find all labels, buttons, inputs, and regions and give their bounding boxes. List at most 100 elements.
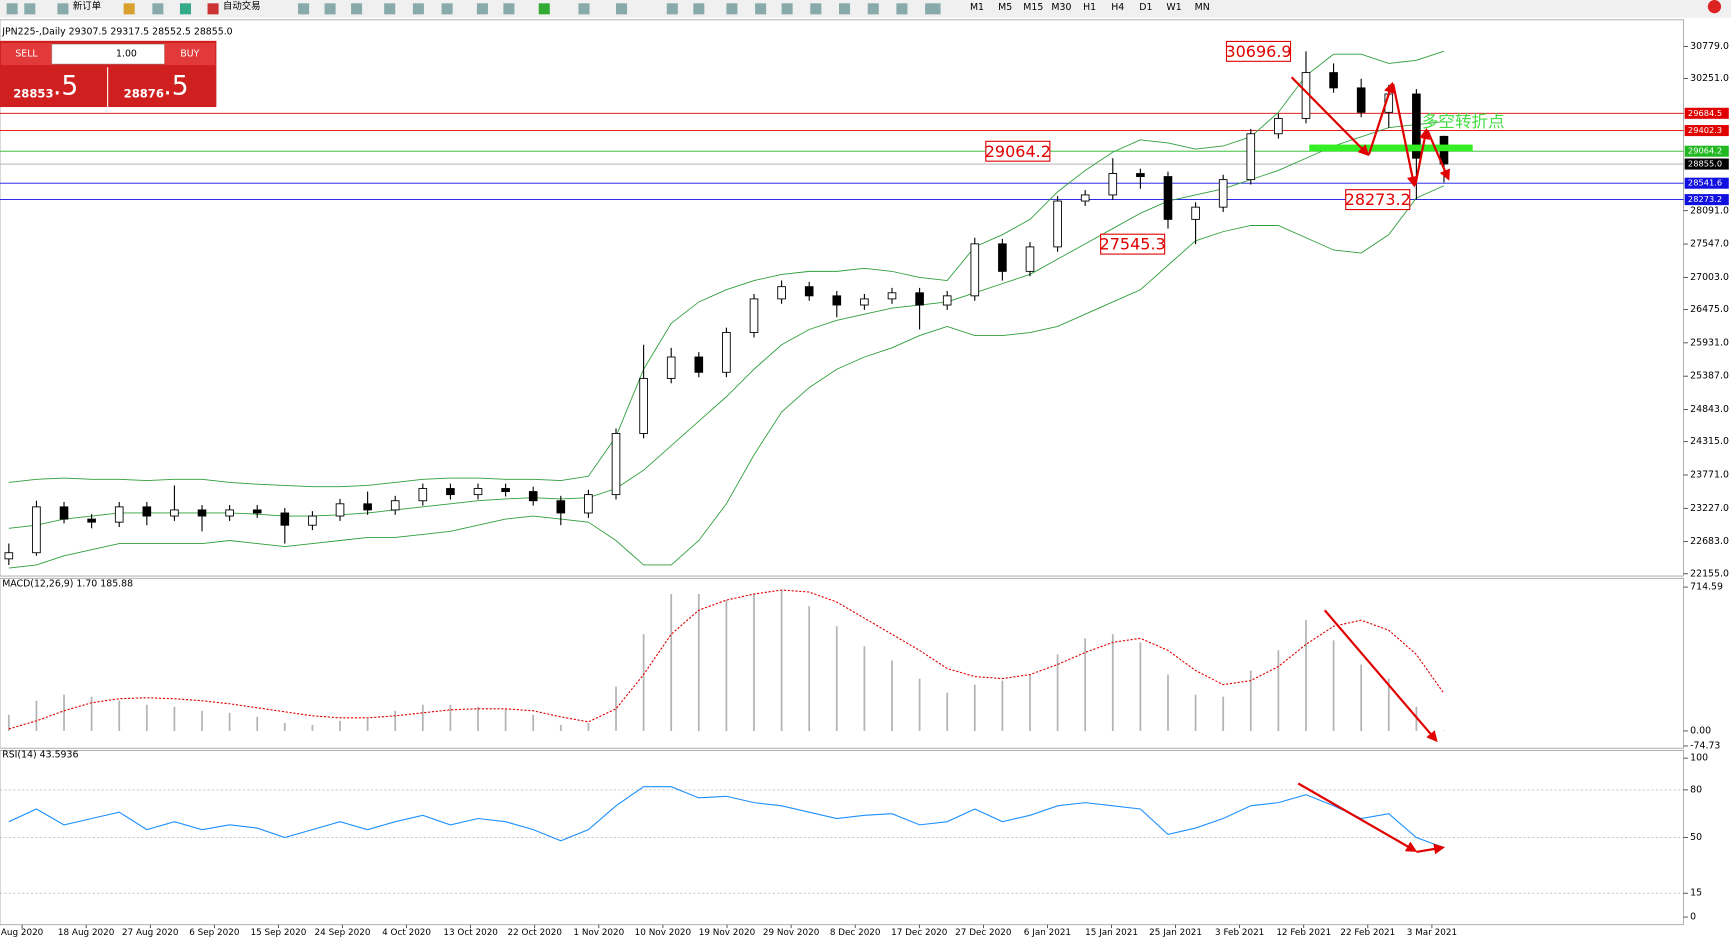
icon[interactable] (726, 3, 738, 15)
price-label: 29684.5 (1688, 108, 1722, 118)
timeframe[interactable]: D1 (1139, 2, 1152, 13)
timeframe[interactable]: W1 (1166, 2, 1181, 13)
arrow (1367, 81, 1395, 155)
candle-body (1246, 133, 1256, 181)
icon[interactable] (896, 3, 908, 15)
icon[interactable] (538, 3, 550, 15)
icon[interactable] (57, 3, 69, 15)
bollinger-upper (8, 50, 1445, 488)
candle-body (363, 503, 372, 511)
y-tick-label: 80 (1690, 784, 1702, 795)
sell-price-frac[interactable]: .5 (53, 71, 78, 102)
icon[interactable] (412, 3, 424, 15)
bollinger-lower (8, 185, 1445, 569)
x-tick-label: 15 Sep 2020 (250, 928, 306, 938)
panel-title: RSI(14) 43.5936 (2, 749, 78, 760)
icon[interactable] (839, 3, 851, 15)
icon[interactable] (476, 3, 488, 15)
y-tick-label: 27547.0 (1690, 239, 1729, 250)
icon[interactable] (810, 3, 822, 15)
icon[interactable] (6, 3, 18, 15)
timeframe[interactable]: M5 (998, 2, 1012, 13)
candle-body (942, 295, 952, 306)
alert-icon[interactable] (1707, 0, 1722, 14)
annotation: 29064.2 (985, 142, 1051, 161)
icon[interactable] (123, 3, 135, 15)
new-order[interactable]: 新订单 (73, 0, 101, 12)
icon[interactable] (503, 3, 515, 15)
candle-body (998, 243, 1007, 272)
y-tick-label: 27003.0 (1690, 272, 1729, 283)
icon[interactable] (298, 3, 310, 15)
y-tick-label: 0.00 (1690, 725, 1711, 736)
candle-body (1274, 118, 1283, 135)
timeframe[interactable]: M15 (1023, 2, 1043, 13)
icon[interactable] (207, 3, 219, 15)
x-tick-label: 15 Jan 2021 (1085, 928, 1138, 938)
icon[interactable] (867, 3, 879, 15)
icon[interactable] (324, 3, 336, 15)
icon[interactable] (384, 3, 396, 15)
y-tick-label: 24315.0 (1690, 436, 1729, 447)
timeframe[interactable]: M30 (1051, 2, 1071, 13)
lot-value[interactable]: 1.00 (116, 49, 137, 60)
y-tick-label: 30251.0 (1690, 73, 1729, 84)
icon[interactable] (152, 3, 164, 15)
macd-panel (0, 577, 1684, 749)
candle-body (887, 292, 897, 300)
callout: 多空转折点 (1422, 112, 1505, 131)
y-tick-label: 23771.0 (1690, 469, 1729, 480)
icon[interactable] (578, 3, 590, 15)
icon[interactable] (24, 3, 36, 15)
candle-body (4, 552, 14, 560)
sell-price[interactable]: 28853 (13, 86, 53, 100)
timeframe[interactable]: M1 (970, 2, 984, 13)
candle-body (528, 491, 538, 502)
timeframe[interactable]: H4 (1111, 2, 1124, 13)
x-tick-label: 6 Jan 2021 (1024, 928, 1071, 938)
buy-price-frac[interactable]: .5 (163, 71, 188, 102)
x-tick-label: 6 Sep 2020 (189, 928, 240, 938)
candle-body (501, 488, 510, 493)
candle-body (197, 509, 207, 517)
x-tick-label: 27 Aug 2020 (122, 928, 179, 938)
candle-body (722, 332, 731, 373)
y-tick-label: 30779.0 (1690, 41, 1729, 52)
icon[interactable] (666, 3, 678, 15)
buy-label[interactable]: BUY (180, 49, 199, 60)
y-tick-label: 28091.0 (1690, 205, 1729, 216)
lot-input[interactable] (51, 43, 165, 65)
x-tick-label: 17 Dec 2020 (891, 928, 948, 938)
timeframe[interactable]: MN (1195, 2, 1210, 13)
annotation-box (1100, 233, 1166, 255)
price-label: 29064.2 (1688, 146, 1722, 156)
icon[interactable] (441, 3, 453, 15)
price-label: 29402.3 (1688, 125, 1722, 135)
icon[interactable] (179, 3, 191, 15)
annotation: 27545.3 (1100, 235, 1166, 254)
y-tick-label: 22155.0 (1690, 568, 1729, 579)
auto-trading[interactable]: 自动交易 (223, 0, 261, 12)
candle-body (1108, 173, 1118, 196)
sell-label[interactable]: SELL (15, 49, 38, 60)
buy-button[interactable] (164, 43, 216, 66)
icon[interactable] (781, 3, 793, 15)
candle-body (308, 515, 317, 526)
timeframe[interactable]: H1 (1083, 2, 1096, 13)
x-tick-label: 22 Feb 2021 (1340, 928, 1395, 938)
icon[interactable] (755, 3, 767, 15)
sell-button[interactable] (1, 43, 52, 66)
candle-body (252, 509, 262, 514)
chart-layer: 30779.0 30251.0 28091.0 27547.0 27003.0 26475… (0, 27, 1729, 938)
buy-price[interactable]: 28876 (124, 86, 164, 100)
candle-body (1025, 246, 1035, 272)
icon[interactable] (925, 3, 941, 15)
icon[interactable] (693, 3, 705, 15)
price-label: 28541.6 (1688, 178, 1722, 188)
x-tick-label: 12 Feb 2021 (1276, 928, 1331, 938)
icon[interactable] (616, 3, 628, 15)
icon[interactable] (351, 3, 363, 15)
candle-body (860, 298, 869, 306)
arrow (1416, 843, 1446, 855)
